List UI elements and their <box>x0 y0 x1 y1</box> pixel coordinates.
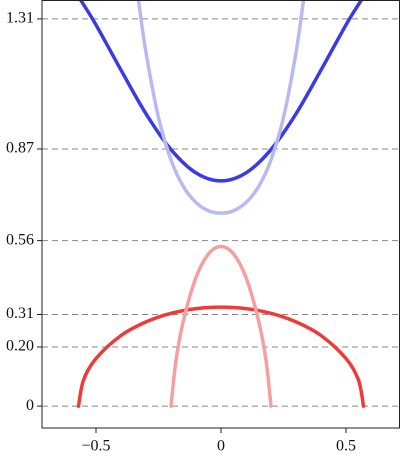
curve <box>76 305 366 408</box>
curve <box>169 244 273 408</box>
x-tick-label: −0.5 <box>81 438 110 455</box>
x-tick-label: 0.5 <box>336 438 356 455</box>
y-tick-label: 0.31 <box>6 305 34 322</box>
y-tick-label: 0.87 <box>6 140 34 157</box>
y-tick-label: 0 <box>26 397 34 414</box>
ticks: 0 0.20 0.31 0.56 0.87 1.31 −0.5 0 0.5 <box>6 10 356 455</box>
x-tick-label: 0 <box>217 438 225 455</box>
y-tick-label: 1.31 <box>6 10 34 27</box>
y-tick-label: 0.56 <box>6 231 34 248</box>
curve <box>79 0 363 183</box>
y-tick-label: 0.20 <box>6 338 34 355</box>
curve <box>136 0 306 215</box>
curves <box>76 0 366 408</box>
